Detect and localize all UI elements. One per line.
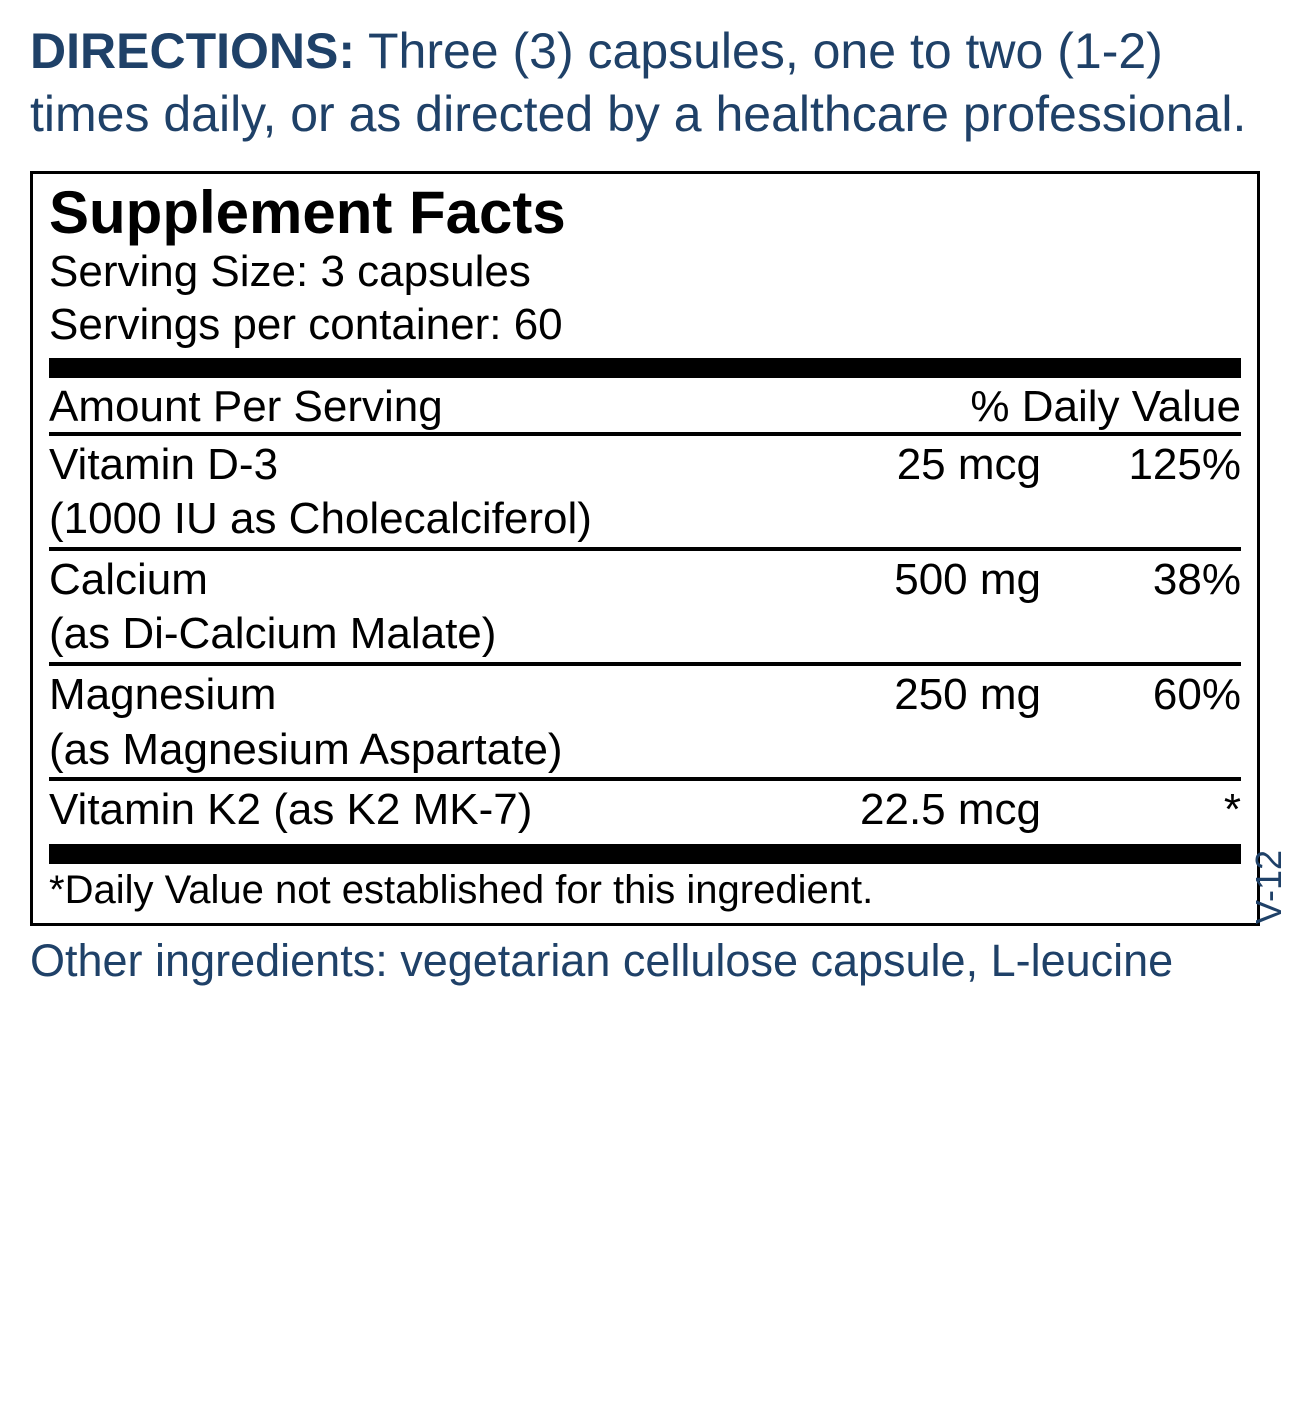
column-headers: Amount Per Serving % Daily Value xyxy=(49,378,1241,432)
divider-thick xyxy=(49,358,1241,378)
nutrient-amount: 25 mcg xyxy=(761,440,1041,491)
serving-size: Serving Size: 3 capsules xyxy=(49,246,1241,299)
nutrient-dv: 125% xyxy=(1041,440,1241,491)
nutrient-amount: 22.5 mcg xyxy=(761,785,1041,836)
nutrient-name: Vitamin D-3 xyxy=(49,440,761,491)
directions-label: DIRECTIONS: xyxy=(30,23,355,79)
dv-footnote: *Daily Value not established for this in… xyxy=(49,864,1241,913)
nutrient-name: Calcium xyxy=(49,555,761,606)
directions-block: DIRECTIONS: Three (3) capsules, one to t… xyxy=(30,20,1260,145)
nutrient-row: Magnesium250 mg60%(as Magnesium Aspartat… xyxy=(49,666,1241,777)
servings-value: 60 xyxy=(514,300,563,349)
nutrient-dv: * xyxy=(1041,785,1241,836)
nutrient-row: Calcium500 mg38%(as Di-Calcium Malate) xyxy=(49,551,1241,662)
nutrient-subname: (as Di-Calcium Malate) xyxy=(49,609,1241,660)
nutrient-name: Vitamin K2 (as K2 MK-7) xyxy=(49,785,761,836)
nutrient-subname: (1000 IU as Cholecalciferol) xyxy=(49,494,1241,545)
supplement-facts-box: Supplement Facts Serving Size: 3 capsule… xyxy=(30,171,1260,926)
other-ingredients: Other ingredients: vegetarian cellulose … xyxy=(30,934,1260,988)
serving-size-value: 3 capsules xyxy=(320,247,530,296)
facts-wrapper: Supplement Facts Serving Size: 3 capsule… xyxy=(30,171,1260,926)
facts-title: Supplement Facts xyxy=(49,180,1241,246)
nutrient-dv: 60% xyxy=(1041,670,1241,721)
servings-per-container: Servings per container: 60 xyxy=(49,299,1241,352)
side-code: V-12 xyxy=(1248,850,1290,924)
col-amount-label: Amount Per Serving xyxy=(49,382,821,432)
other-ingredients-label: Other ingredients: xyxy=(30,935,388,986)
serving-size-label: Serving Size: xyxy=(49,247,308,296)
nutrient-amount: 500 mg xyxy=(761,555,1041,606)
nutrient-name: Magnesium xyxy=(49,670,761,721)
nutrient-row: Vitamin D-325 mcg125%(1000 IU as Choleca… xyxy=(49,436,1241,547)
col-dv-label: % Daily Value xyxy=(821,382,1241,432)
nutrient-row: Vitamin K2 (as K2 MK-7)22.5 mcg* xyxy=(49,781,1241,838)
servings-label: Servings per container: xyxy=(49,300,501,349)
other-ingredients-text: vegetarian cellulose capsule, L-leucine xyxy=(400,935,1173,986)
nutrient-amount: 250 mg xyxy=(761,670,1041,721)
divider-thick xyxy=(49,844,1241,864)
nutrient-subname: (as Magnesium Aspartate) xyxy=(49,725,1241,776)
nutrient-dv: 38% xyxy=(1041,555,1241,606)
